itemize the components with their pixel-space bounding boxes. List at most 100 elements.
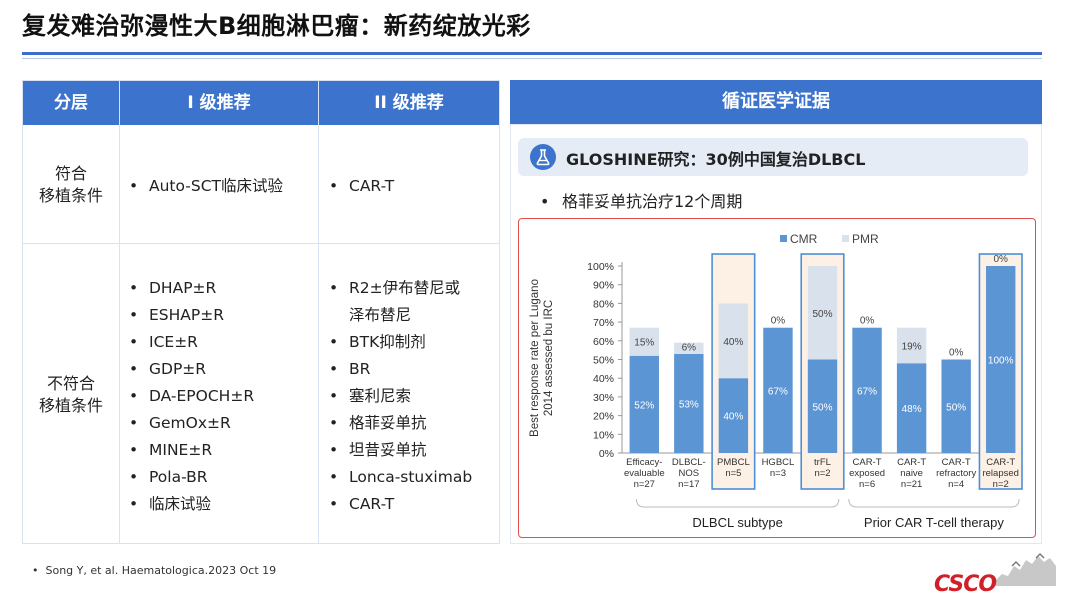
y-tick-label: 90% [593, 280, 614, 292]
group-label: DLBCL subtype [692, 515, 783, 530]
list-item: BTK抑制剂 [323, 329, 472, 356]
bar-cmr [852, 327, 882, 453]
data-label-pmr: 15% [634, 338, 654, 349]
data-label-pmr: 40% [723, 337, 743, 348]
list-item: CAR-T [323, 491, 472, 518]
bar-cmr [986, 266, 1016, 453]
data-label-cmr: 67% [857, 386, 877, 397]
flask-icon [530, 144, 556, 170]
x-tick-label: n=6 [859, 479, 875, 490]
x-tick-label: Efficacy- [626, 457, 662, 468]
header-level2: II 级推荐 [374, 93, 444, 113]
page-title: 复发难治弥漫性大B细胞淋巴瘤：新药绽放光彩 [22, 12, 531, 40]
data-label-pmr: 0% [771, 316, 786, 327]
bar-cmr [629, 355, 659, 453]
x-tick-label: CAR-T [897, 457, 926, 468]
row-label-line: 不符合 [46, 374, 95, 393]
row-label-eligible: 符合 移植条件 [23, 163, 119, 207]
study-bullet: • 格菲妥单抗治疗12个周期 [540, 188, 742, 212]
list-item: 坦昔妥单抗 [323, 437, 472, 464]
y-tick-label: 80% [593, 298, 614, 310]
recommendation-table: 分层 I 级推荐 II 级推荐 符合 移植条件 Auto-SCT临床试验 CAR… [22, 80, 500, 544]
evidence-header: 循证医学证据 [510, 80, 1042, 124]
data-label-cmr: 50% [946, 402, 966, 413]
list-item: Lonca-stuximab [323, 464, 472, 491]
x-tick-label: CAR-T [986, 457, 1015, 468]
data-label-pmr: 6% [682, 343, 697, 354]
list-item: Pola-BR [123, 464, 254, 491]
bar-cmr [896, 363, 927, 453]
x-tick-label: DLBCL- [672, 457, 706, 468]
legend-swatch-pmr [842, 235, 849, 242]
row-label-line: 移植条件 [38, 186, 103, 205]
group-bracket [635, 498, 840, 508]
ineligible-level1-list: DHAP±R ESHAP±R ICE±R GDP±R DA-EPOCH±R Ge… [123, 275, 254, 518]
data-label-pmr: 50% [812, 309, 832, 320]
x-tick-label: HGBCL [762, 457, 795, 468]
bar-cmr [941, 359, 971, 453]
title-divider-thin [22, 58, 1042, 59]
x-tick-label: n=17 [678, 479, 699, 490]
y-tick-label: 70% [593, 317, 614, 329]
study-banner [518, 138, 1028, 176]
list-item: R2±伊布替尼或 [323, 275, 472, 302]
row-label-ineligible: 不符合 移植条件 [23, 373, 119, 417]
citation: • Song Y, et al. Haematologica.2023 Oct … [32, 564, 277, 577]
citation-text: Song Y, et al. Haematologica.2023 Oct 19 [45, 564, 277, 577]
data-label-cmr: 40% [723, 412, 743, 423]
x-tick-label: PMBCL [717, 457, 750, 468]
list-item: GDP±R [123, 356, 254, 383]
bar-pmr [629, 327, 659, 356]
study-title: GLOSHINE研究：30例中国复治DLBCL [566, 150, 866, 169]
data-label-pmr: 0% [949, 348, 964, 359]
data-label-pmr: 19% [902, 341, 922, 352]
x-tick-label: n=2 [993, 479, 1009, 490]
data-label-cmr: 67% [768, 386, 788, 397]
x-tick-label: trFL [814, 457, 831, 468]
list-item: 临床试验 [123, 491, 254, 518]
row-divider [23, 243, 499, 244]
y-tick-label: 50% [593, 355, 614, 367]
x-tick-label: naive [900, 468, 923, 479]
title-divider [22, 52, 1042, 55]
row-label-line: 符合 [54, 164, 87, 183]
legend-label-cmr: CMR [790, 232, 818, 246]
list-item: DHAP±R [123, 275, 254, 302]
list-item: ESHAP±R [123, 302, 254, 329]
x-tick-label: exposed [849, 468, 885, 479]
x-tick-label: n=21 [901, 479, 922, 490]
x-tick-label: n=5 [725, 468, 741, 479]
y-tick-label: 40% [593, 373, 614, 385]
y-tick-label: 100% [587, 261, 614, 273]
bar-pmr [807, 266, 838, 360]
column-divider [318, 81, 319, 543]
data-label-cmr: 53% [679, 399, 699, 410]
bullet-dot: • [540, 192, 550, 211]
list-item: 塞利尼索 [323, 383, 472, 410]
data-label-cmr: 48% [902, 404, 922, 415]
list-item: 泽布替尼 [349, 306, 412, 324]
x-tick-label: CAR-T [942, 457, 971, 468]
list-item: BR [323, 356, 472, 383]
list-item: MINE±R [123, 437, 254, 464]
group-label: Prior CAR T-cell therapy [864, 515, 1004, 530]
x-tick-label: n=4 [948, 479, 964, 490]
list-item: GemOx±R [123, 410, 254, 437]
header-stratification: 分层 [54, 93, 88, 113]
y-axis-label-line1: Best response rate per Lugano [529, 279, 541, 437]
y-tick-label: 60% [593, 336, 614, 348]
data-label-cmr: 52% [634, 400, 654, 411]
y-tick-label: 30% [593, 392, 614, 404]
legend-swatch-cmr [780, 235, 787, 242]
y-tick-label: 10% [593, 429, 614, 441]
x-tick-label: evaluable [624, 468, 665, 479]
eligible-level1-list: Auto-SCT临床试验 [123, 173, 283, 200]
bar-cmr [807, 359, 838, 453]
response-rate-chart: CMR PMR 0% 10% 20% 30% 40% 50% 60% 70% 80% 90% 100% B… [529, 232, 1023, 530]
x-tick-label: n=27 [634, 479, 655, 490]
x-tick-label: CAR-T [853, 457, 882, 468]
bar-cmr [718, 378, 749, 453]
study-bullet-text: 格菲妥单抗治疗12个周期 [562, 192, 743, 211]
csco-logo: CSCO [934, 572, 997, 597]
data-label-cmr: 50% [812, 402, 832, 413]
